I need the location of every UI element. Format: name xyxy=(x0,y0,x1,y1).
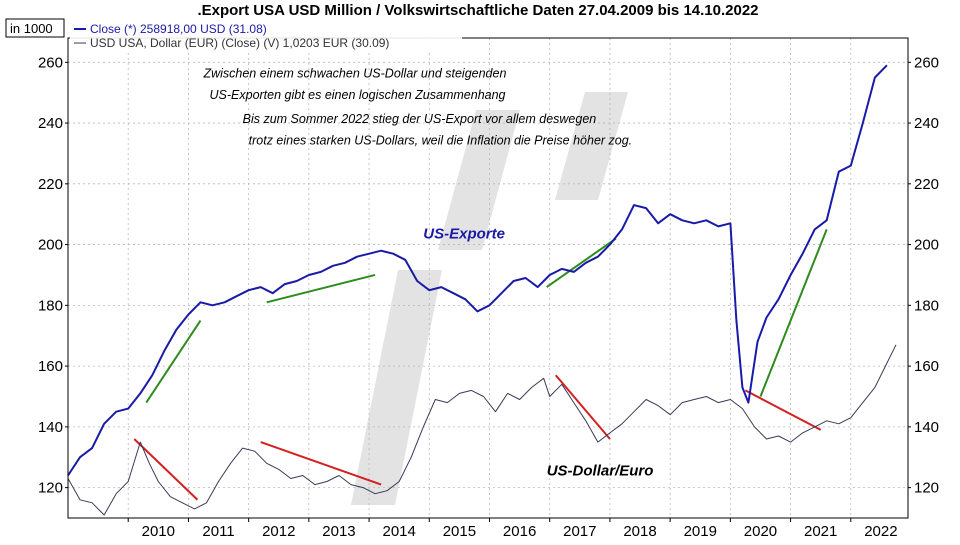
x-tick-label: 2016 xyxy=(503,523,536,540)
red-trendline xyxy=(260,441,382,486)
y-tick-label-left: 120 xyxy=(38,480,63,497)
series-lines xyxy=(67,64,897,516)
y-tick-label-right: 160 xyxy=(914,358,939,375)
unit-label-box xyxy=(5,18,65,38)
legend-label: Close (*) 258918,00 USD (31.08) xyxy=(90,22,267,36)
y-tick-label-left: 220 xyxy=(38,176,63,193)
annotation-text: Bis zum Sommer 2022 stieg der US-Export … xyxy=(243,112,597,126)
y-tick-label-left: 260 xyxy=(38,54,63,71)
x-tick-label: 2020 xyxy=(744,523,777,540)
legend-label: USD USA, Dollar (EUR) (Close) (V) 1,0203… xyxy=(90,36,389,50)
x-tick-label: 2013 xyxy=(322,523,355,540)
y-tick-label-left: 200 xyxy=(38,237,63,254)
series-line-exports xyxy=(67,64,888,477)
x-tick-label: 2019 xyxy=(684,523,717,540)
chart-title: .Export USA USD Million / Volkswirtschaf… xyxy=(197,2,758,19)
green-trendline xyxy=(759,229,828,397)
unit-label: in 1000 xyxy=(10,21,53,36)
x-tick-label: 2014 xyxy=(382,523,415,540)
y-tick-label-right: 180 xyxy=(914,297,939,314)
y-tick-label-right: 260 xyxy=(914,54,939,71)
watermark-stroke xyxy=(351,270,442,505)
y-tick-label-right: 140 xyxy=(914,419,939,436)
annotation-text: trotz eines starken US-Dollars, weil die… xyxy=(249,133,633,147)
x-tick-label: 2018 xyxy=(623,523,656,540)
green-trendline xyxy=(145,319,202,404)
trendlines xyxy=(133,229,828,501)
x-tick-label: 2017 xyxy=(563,523,596,540)
y-tick-label-right: 220 xyxy=(914,176,939,193)
green-trendline xyxy=(546,237,617,288)
series-label: US-Exporte xyxy=(423,226,505,243)
plot-frame xyxy=(67,37,909,519)
red-trendline xyxy=(133,438,199,501)
y-tick-label-left: 240 xyxy=(38,115,63,132)
x-tick-label: 2011 xyxy=(202,523,234,540)
annotations: Zwischen einem schwachen US-Dollar und s… xyxy=(202,66,653,479)
watermark-stroke xyxy=(438,110,520,250)
x-tick-label: 2010 xyxy=(142,523,175,540)
y-tick-label-right: 200 xyxy=(914,237,939,254)
annotation-text: Zwischen einem schwachen US-Dollar und s… xyxy=(202,66,506,80)
series-label: US-Dollar/Euro xyxy=(547,462,654,479)
axes: 120 120 140 140 160 160 180 180 200 200 220 220 240 2… xyxy=(38,37,939,540)
red-trendline xyxy=(744,389,822,431)
series-line-usd-eur xyxy=(67,344,897,516)
green-trendline xyxy=(266,273,376,304)
y-tick-label-left: 140 xyxy=(38,419,63,436)
x-tick-label: 2022 xyxy=(864,523,897,540)
x-tick-label: 2012 xyxy=(262,523,295,540)
y-tick-label-right: 120 xyxy=(914,480,939,497)
legend-box xyxy=(70,20,462,50)
y-tick-label-left: 180 xyxy=(38,297,63,314)
legend: Close (*) 258918,00 USD (31.08)USD USA, … xyxy=(70,20,462,50)
annotation-text: US-Exporten gibt es einen logischen Zusa… xyxy=(210,88,506,102)
y-tick-label-right: 240 xyxy=(914,115,939,132)
red-trendline xyxy=(554,374,611,440)
x-tick-label: 2015 xyxy=(443,523,476,540)
x-tick-label: 2021 xyxy=(804,523,837,540)
y-tick-label-left: 160 xyxy=(38,358,63,375)
